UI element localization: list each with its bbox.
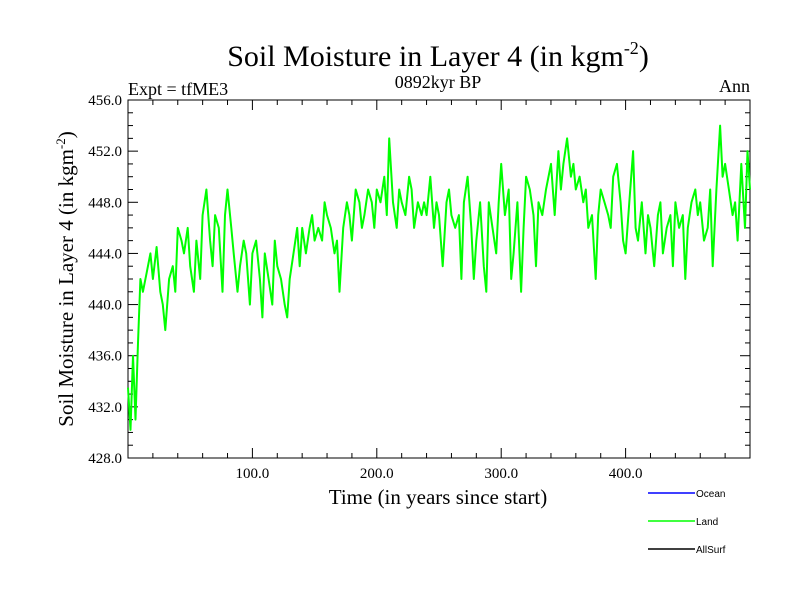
chart-subtitle: 0892kyr BP bbox=[395, 72, 482, 92]
y-axis-label: Soil Moisture in Layer 4 (in kgm-2) bbox=[53, 131, 78, 426]
y-tick-label: 432.0 bbox=[88, 400, 122, 416]
y-axis-ticks: 428.0 432.0 436.0 440.0 444.0 448.0 452.0 456.0 bbox=[88, 93, 750, 467]
x-tick-label: 300.0 bbox=[484, 466, 518, 482]
y-tick-label: 452.0 bbox=[88, 144, 122, 160]
legend: Ocean Land AllSurf bbox=[648, 489, 726, 556]
y-tick-label: 444.0 bbox=[88, 246, 122, 262]
y-tick-label: 456.0 bbox=[88, 93, 122, 109]
y-axis-label-close: ) bbox=[54, 131, 78, 138]
chart-title-main: Soil Moisture in Layer 4 (in kgm bbox=[227, 40, 624, 73]
x-axis-ticks: 100.0 200.0 300.0 400.0 bbox=[152, 100, 726, 482]
y-axis-label-sup: -2 bbox=[53, 138, 68, 149]
x-tick-label: 200.0 bbox=[360, 466, 394, 482]
y-tick-label: 448.0 bbox=[88, 195, 122, 211]
x-tick-label: 100.0 bbox=[236, 466, 270, 482]
x-axis-label: Time (in years since start) bbox=[329, 485, 548, 509]
legend-label: Ocean bbox=[696, 489, 725, 500]
y-tick-label: 440.0 bbox=[88, 298, 122, 314]
y-axis-label-main: Soil Moisture in Layer 4 (in kgm bbox=[54, 149, 78, 427]
y-tick-label: 436.0 bbox=[88, 349, 122, 365]
legend-label: Land bbox=[696, 517, 718, 528]
y-tick-label: 428.0 bbox=[88, 451, 122, 467]
chart-title-sup: -2 bbox=[624, 38, 639, 58]
series-line-land bbox=[127, 124, 751, 431]
chart-title: Soil Moisture in Layer 4 (in kgm-2) bbox=[227, 38, 649, 73]
legend-label: AllSurf bbox=[696, 545, 726, 556]
experiment-label: Expt = tfME3 bbox=[128, 79, 228, 99]
chart-title-close: ) bbox=[639, 40, 649, 73]
x-tick-label: 400.0 bbox=[609, 466, 643, 482]
season-label: Ann bbox=[719, 76, 750, 96]
